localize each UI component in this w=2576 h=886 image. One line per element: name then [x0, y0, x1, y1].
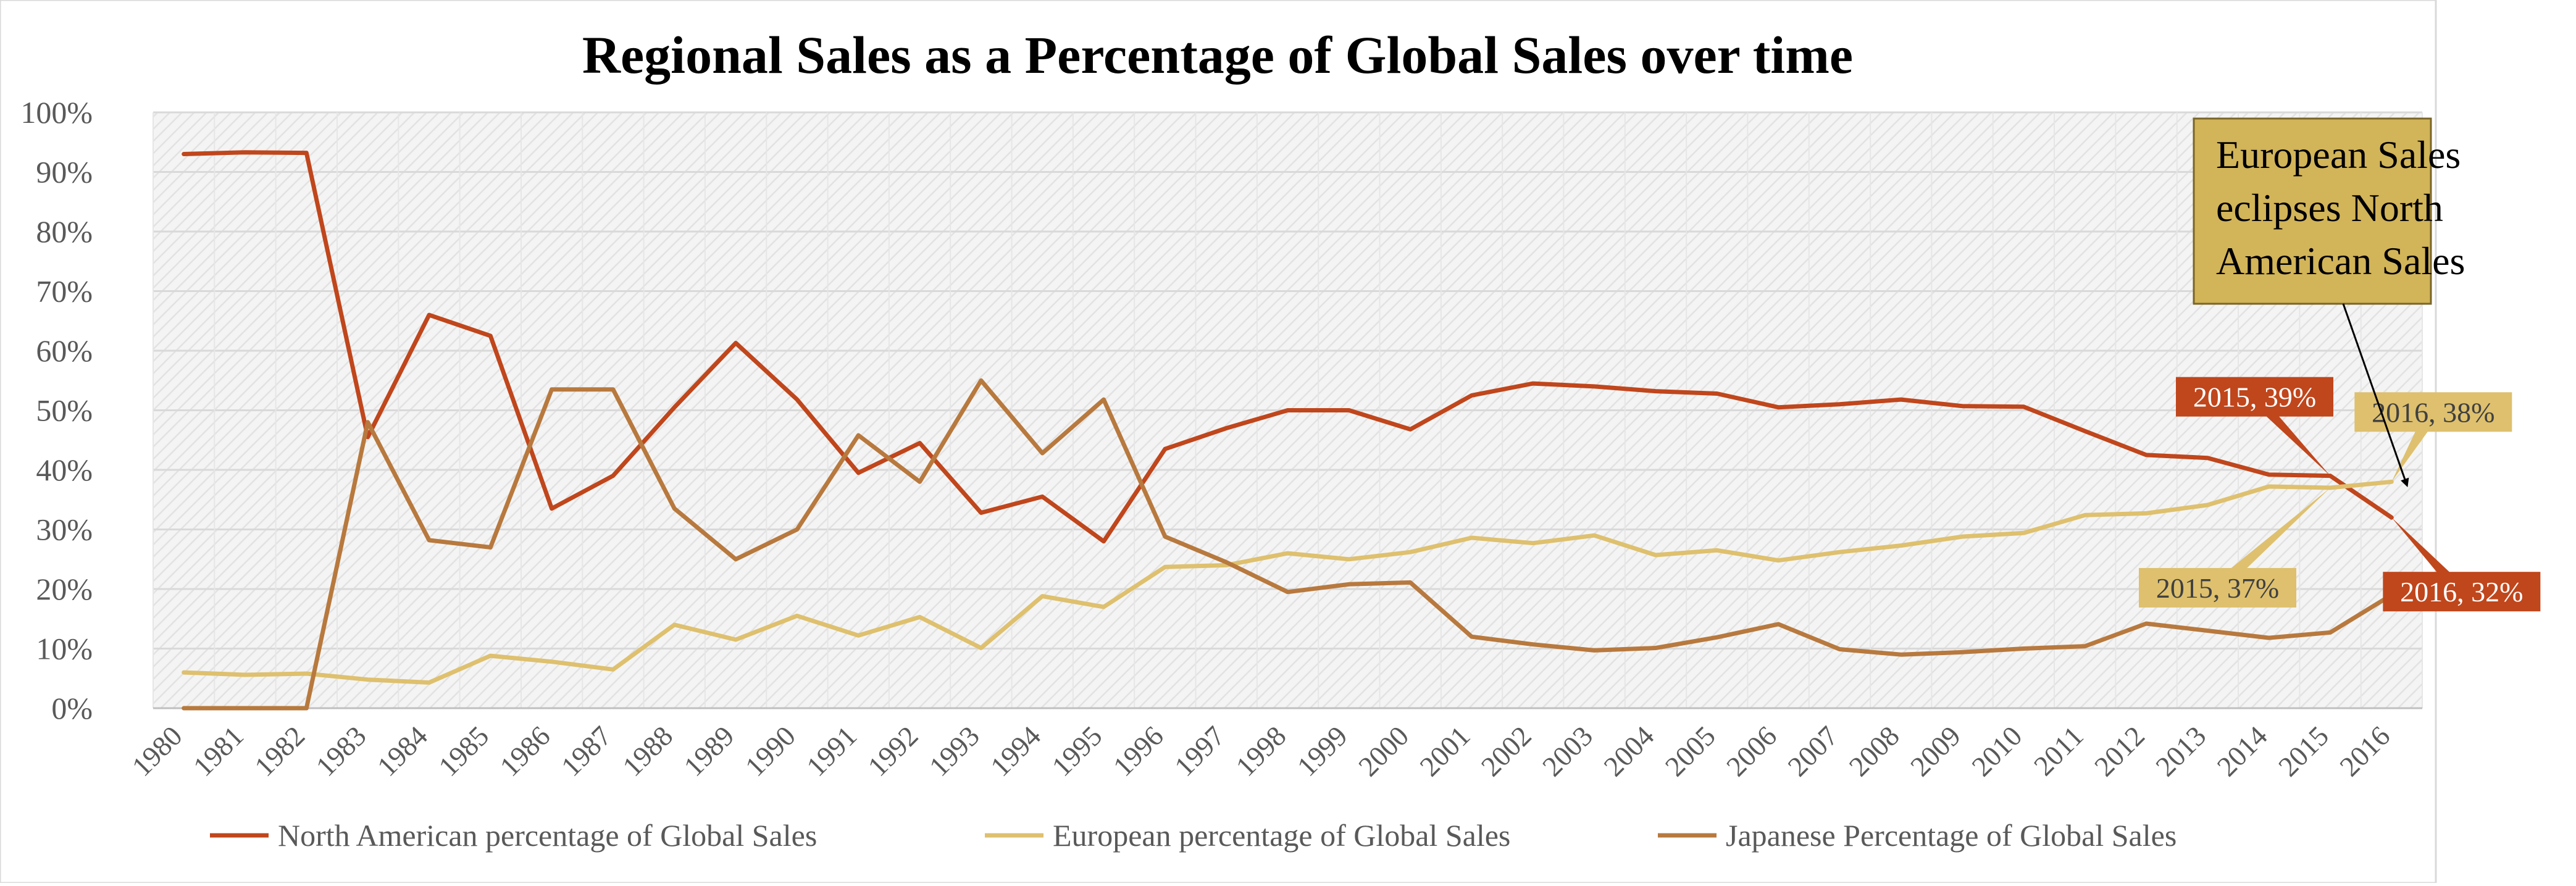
- annotation-callout: European Sales eclipses North American Sal…: [2193, 117, 2465, 488]
- series-line-1: [182, 150, 2394, 544]
- chart-title: Regional Sales as a Percentage of Global…: [582, 25, 1853, 85]
- y-tick-label: 80%: [36, 214, 93, 249]
- legend-label: North American percentage of Global Sale…: [278, 818, 817, 853]
- data-label-callout: 2015, 39%: [2176, 377, 2334, 476]
- data-label-text: 2016, 32%: [2400, 576, 2523, 608]
- y-tick-label: 70%: [36, 274, 93, 309]
- data-label-callout: 2015, 37%: [2139, 487, 2331, 608]
- data-label-callout: 2016, 38%: [2354, 392, 2512, 482]
- annotation-text-line: European Sales: [2216, 133, 2461, 177]
- y-tick-label: 20%: [36, 572, 93, 606]
- callout-box: [2383, 572, 2541, 612]
- series-line-3: [182, 378, 2394, 711]
- y-tick-label: 10%: [36, 632, 93, 666]
- legend-label: European percentage of Global Sales: [1053, 818, 1510, 853]
- data-label-text: 2015, 39%: [2193, 382, 2316, 413]
- legend-item: Japanese Percentage of Global Sales: [1658, 818, 2177, 853]
- y-tick-label: 30%: [36, 512, 93, 547]
- y-tick-label: 60%: [36, 333, 93, 368]
- y-tick-label: 50%: [36, 393, 93, 428]
- data-label-text: 2016, 38%: [2372, 396, 2494, 428]
- y-tick-label: 90%: [36, 155, 93, 190]
- legend-item: North American percentage of Global Sale…: [210, 818, 817, 853]
- callout-box: [2139, 567, 2297, 608]
- y-tick-label: 0%: [51, 691, 93, 725]
- y-tick-label: 100%: [20, 95, 93, 130]
- legend-item: European percentage of Global Sales: [985, 818, 1510, 853]
- callout-box: [2176, 377, 2334, 417]
- annotation-text-line: American Sales: [2216, 239, 2465, 283]
- data-label-callout: 2016, 32%: [2383, 517, 2541, 612]
- legend-label: Japanese Percentage of Global Sales: [1726, 818, 2177, 853]
- annotation-text-line: eclipses North: [2216, 186, 2443, 230]
- y-tick-label: 40%: [36, 453, 93, 487]
- data-label-text: 2015, 37%: [2156, 572, 2279, 604]
- annotation-box: [2193, 117, 2432, 305]
- series-line-2: [182, 479, 2394, 685]
- annotation-arrow: [2342, 303, 2409, 488]
